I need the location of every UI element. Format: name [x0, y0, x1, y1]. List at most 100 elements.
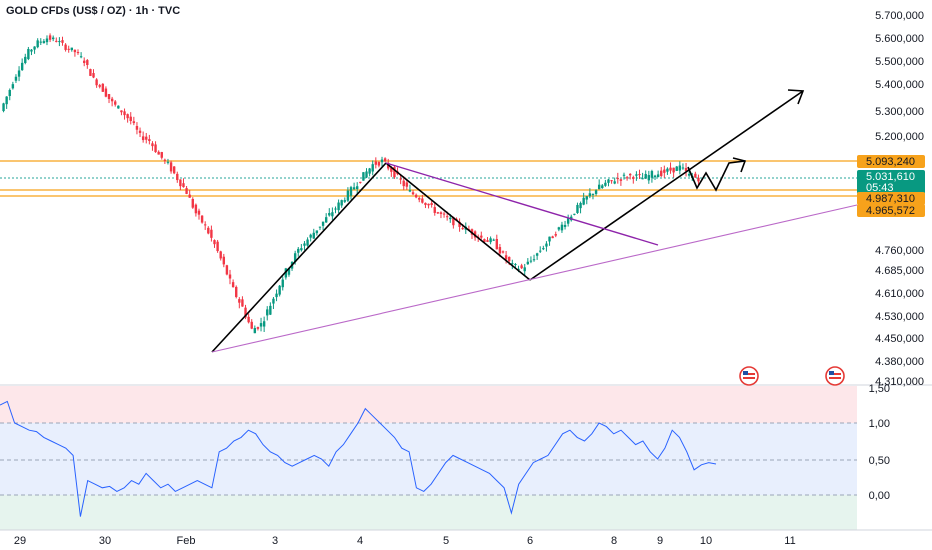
- candle-body: [76, 52, 80, 54]
- candle-body: [262, 321, 266, 327]
- candle-body: [123, 111, 126, 116]
- level-tag: [857, 155, 925, 168]
- candle-body: [495, 239, 499, 250]
- candle-body: [604, 182, 607, 186]
- candle-body: [663, 169, 666, 173]
- candle-body: [579, 202, 582, 209]
- candle-body: [362, 172, 365, 181]
- candle-body: [504, 255, 508, 260]
- candle-body: [98, 85, 101, 87]
- candle-body: [61, 40, 64, 43]
- price-tick-label: 5.600,000: [875, 33, 924, 45]
- oscillator-tick-label: 1,50: [869, 383, 890, 395]
- level-tag-label: 5.031,610: [866, 171, 915, 183]
- candle-body: [70, 47, 73, 51]
- candle-body: [427, 203, 430, 206]
- candle-body: [411, 192, 415, 195]
- candle-body: [408, 190, 412, 192]
- candle-body: [104, 88, 108, 97]
- candle-body: [486, 240, 489, 242]
- candle-body: [610, 180, 613, 182]
- candle-body: [498, 247, 502, 254]
- candle-body: [523, 267, 526, 272]
- candle-body: [182, 183, 185, 188]
- candle-body: [492, 239, 495, 241]
- candle-body: [256, 327, 260, 329]
- candle-body: [321, 221, 325, 226]
- candle-body: [306, 239, 309, 246]
- level-tag-label: 4.987,310: [866, 193, 915, 205]
- candle-body: [520, 265, 523, 269]
- candle-body: [101, 83, 105, 92]
- candle-body: [560, 224, 564, 231]
- time-tick-label: 29: [14, 535, 26, 547]
- candle-body: [45, 38, 49, 43]
- us-flag-event-icon[interactable]: [825, 366, 845, 386]
- oscillator-tick-label: 1,00: [869, 418, 890, 430]
- candle-body: [20, 62, 24, 71]
- candle-body: [557, 227, 561, 230]
- candle-body: [176, 173, 179, 181]
- candle-body: [107, 94, 111, 99]
- candle-body: [619, 179, 623, 181]
- candle-body: [694, 173, 697, 178]
- candle-body: [160, 152, 163, 158]
- candle-body: [315, 230, 319, 234]
- candle-body: [576, 204, 579, 213]
- candle-body: [632, 177, 635, 179]
- descending-trendline[interactable]: [385, 162, 659, 246]
- candle-body: [566, 218, 570, 224]
- candle-body: [86, 60, 89, 66]
- price-tick-label: 4.685,000: [875, 265, 924, 277]
- projection-zigzag[interactable]: [687, 160, 746, 192]
- candle-body: [238, 299, 241, 303]
- chart-title: GOLD CFDs (US$ / OZ) · 1h · TVC: [6, 5, 180, 17]
- candle-body: [390, 167, 393, 172]
- candle-body: [259, 323, 263, 327]
- candle-body: [231, 282, 235, 288]
- candle-body: [539, 250, 542, 252]
- candle-body: [445, 216, 449, 218]
- price-tick-label: 4.450,000: [875, 333, 924, 345]
- candle-body: [697, 177, 700, 182]
- time-axis[interactable]: 29 30 Feb 3 4 5 6 8 9 10 11: [14, 535, 796, 547]
- oscillator-axis[interactable]: 1,50 1,00 0,50 0,00: [869, 383, 890, 502]
- candle-body: [213, 240, 216, 245]
- candle-body: [424, 202, 427, 205]
- candle-body: [39, 41, 42, 43]
- trend-line-rally-from-6[interactable]: [529, 90, 804, 281]
- candle-body: [644, 174, 647, 179]
- candle-body: [272, 298, 275, 304]
- candle-body: [132, 121, 136, 124]
- candle-body: [594, 190, 598, 194]
- price-axis[interactable]: 5.700,000 5.600,000 5.500,000 5.400,000 5.30…: [875, 10, 924, 388]
- candle-body: [95, 79, 98, 86]
- time-tick-label: 10: [700, 535, 712, 547]
- candle-body: [2, 103, 5, 112]
- trend-line-drop-to-6[interactable]: [385, 162, 531, 281]
- time-tick-label: 3: [272, 535, 278, 547]
- candle-body: [563, 224, 567, 227]
- ascending-support-line[interactable]: [211, 204, 858, 353]
- candle-body: [110, 98, 114, 102]
- candle-body: [188, 194, 191, 198]
- candle-body: [117, 105, 120, 109]
- candle-body: [293, 253, 297, 262]
- candle-body: [241, 299, 244, 307]
- us-flag-event-icon[interactable]: [739, 366, 759, 386]
- candle-body: [629, 173, 632, 176]
- candle-body: [433, 207, 436, 213]
- candlestick-series: [2, 33, 700, 334]
- candle-body: [377, 162, 381, 166]
- candle-body: [622, 174, 626, 176]
- price-tick-label: 5.300,000: [875, 106, 924, 118]
- level-tag: [857, 204, 925, 217]
- candle-body: [300, 248, 303, 251]
- oscillator-overbought-zone: [0, 386, 857, 423]
- candle-body: [253, 328, 257, 334]
- candle-body: [114, 101, 117, 105]
- trend-line-up-from-low[interactable]: [211, 162, 387, 353]
- candle-body: [36, 40, 39, 48]
- candle-body: [591, 193, 595, 195]
